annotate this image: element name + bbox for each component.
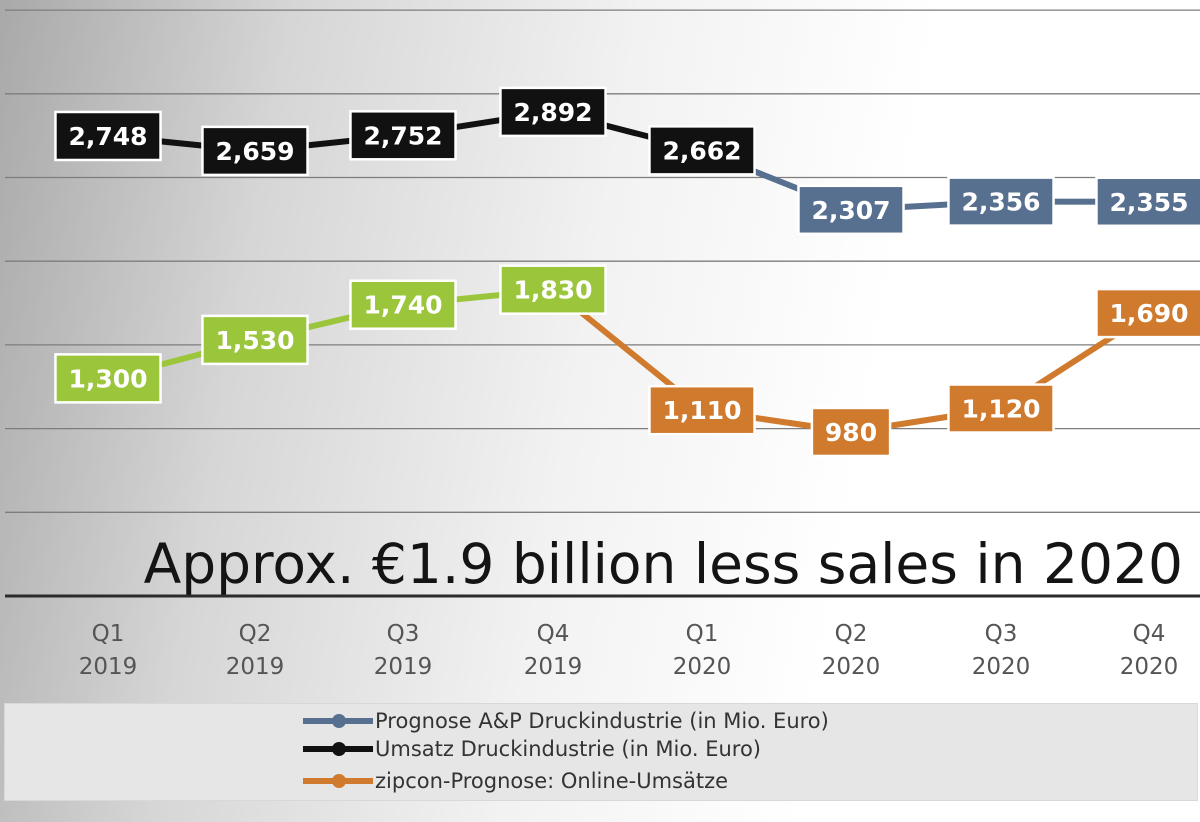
data-label-text: 2,752 (363, 121, 442, 150)
x-tick-label: Q4 2019 (524, 621, 583, 680)
data-label-text: 2,355 (1109, 188, 1188, 217)
x-tick-label: Q1 2019 (79, 621, 138, 680)
data-label: 1,830 (499, 264, 607, 315)
data-label-box (648, 384, 756, 436)
data-label: 1,110 (648, 384, 756, 436)
data-label: 1,300 (54, 353, 162, 404)
legend-item-zipcon: zipcon-Prognose: Online-Umsätze (303, 767, 728, 795)
data-label-box (947, 176, 1055, 227)
data-label-text: 1,740 (363, 291, 442, 320)
data-label: 2,748 (54, 110, 162, 162)
data-label-box (1095, 287, 1200, 339)
legend-label-zipcon: zipcon-Prognose: Online-Umsätze (375, 769, 729, 793)
legend: Prognose A&P Druckindustrie (in Mio. Eur… (4, 703, 1198, 801)
data-label-text: 2,662 (662, 136, 741, 165)
x-tick-label: Q4 2020 (1120, 621, 1179, 680)
x-tick-label: Q3 2020 (972, 621, 1031, 680)
data-label-text: 1,110 (662, 396, 741, 425)
data-label-text: 2,356 (961, 188, 1040, 217)
x-tick-label: Q1 2020 (673, 621, 732, 680)
data-label-box (349, 279, 457, 330)
series-line-3 (105, 286, 556, 382)
data-label-box (349, 110, 457, 161)
data-label-text: 1,120 (961, 395, 1040, 424)
gridlines (5, 9, 1200, 513)
data-label: 2,892 (499, 86, 607, 138)
data-label: 2,662 (648, 125, 756, 176)
data-label-box (201, 314, 309, 366)
data-label-text: 2,659 (215, 137, 294, 166)
data-label-box (499, 264, 607, 315)
data-label-box (54, 353, 162, 404)
series-line-0 (699, 147, 1152, 213)
x-tick-label: Q3 2019 (374, 621, 433, 680)
data-label-text: 2,307 (811, 196, 890, 225)
data-label-text: 1,530 (215, 326, 294, 355)
data-label-box (201, 125, 309, 177)
data-label: 2,752 (349, 110, 457, 161)
data-label: 2,307 (797, 184, 905, 236)
data-label-text: 980 (825, 418, 877, 447)
legend-item-prognose: Prognose A&P Druckindustrie (in Mio. Eur… (303, 707, 829, 735)
data-label-box (54, 110, 162, 162)
legend-label-prognose: Prognose A&P Druckindustrie (in Mio. Eur… (375, 709, 829, 733)
x-tick-labels: Q1 2019 Q2 2019 Q3 2019 Q4 2019 Q1 2020 Q2 2020 Q3 20… (79, 621, 1179, 680)
data-label: 2,355 (1095, 176, 1200, 228)
data-label: 2,356 (947, 176, 1055, 227)
data-label-text: 1,300 (68, 364, 147, 393)
data-label-box (648, 125, 756, 176)
data-label: 2,659 (201, 125, 309, 177)
data-labels: 2,748 2,659 2,752 2,892 2,662 2,307 2,356 2,355… (54, 86, 1200, 458)
legend-swatch-prognose (303, 714, 373, 728)
data-label-text: 2,748 (68, 122, 147, 151)
data-label-box (810, 406, 892, 458)
x-tick-label: Q2 2020 (822, 621, 881, 680)
data-label-box (499, 86, 607, 138)
data-label-text: 1,830 (513, 276, 592, 305)
data-label-box (1095, 176, 1200, 228)
data-label-text: 2,892 (513, 98, 592, 127)
data-label: 1,120 (947, 383, 1055, 434)
data-label: 1,690 (1095, 287, 1200, 339)
data-label-box (947, 383, 1055, 434)
legend-label-umsatz: Umsatz Druckindustrie (in Mio. Euro) (375, 737, 761, 761)
data-label: 980 (810, 406, 892, 458)
x-tick-label: Q2 2019 (226, 621, 285, 680)
data-label-text: 1,690 (1109, 299, 1188, 328)
legend-swatch-zipcon (303, 774, 373, 788)
legend-item-umsatz: Umsatz Druckindustrie (in Mio. Euro) (303, 735, 761, 763)
data-label: 1,530 (201, 314, 309, 366)
data-label-box (797, 184, 905, 236)
chart-annotation: Approx. €1.9 billion less sales in 2020 (144, 532, 1183, 596)
legend-swatch-umsatz (303, 742, 373, 756)
data-label: 1,740 (349, 279, 457, 330)
